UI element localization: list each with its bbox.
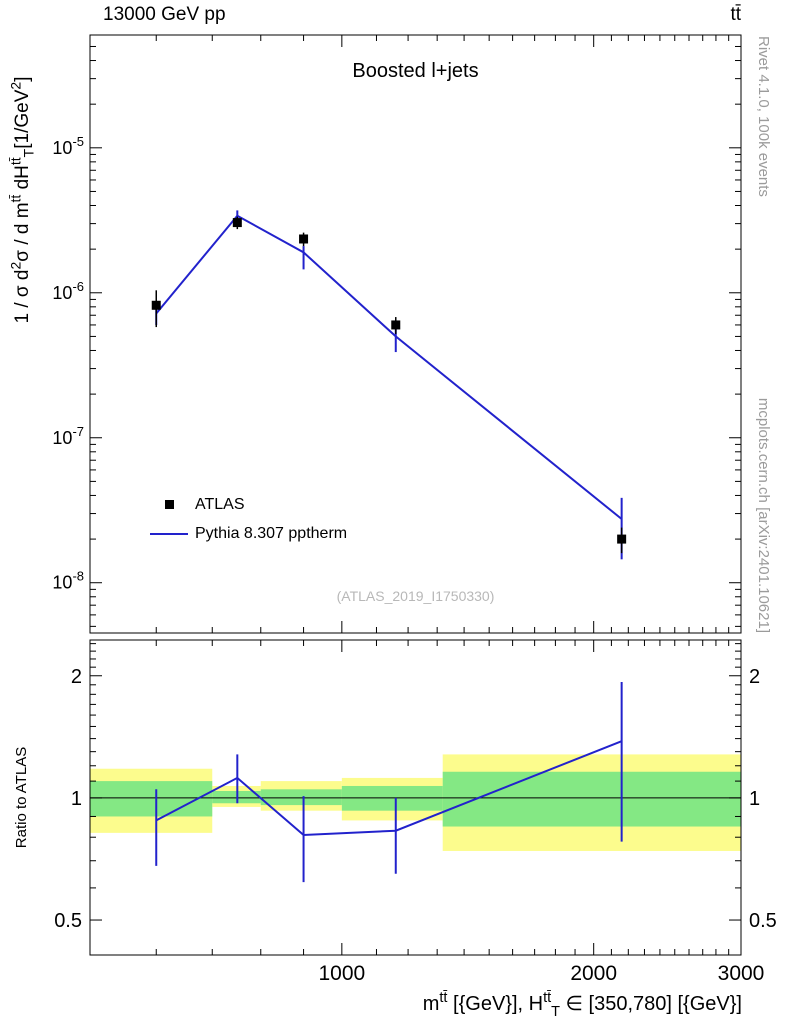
tick-label: 2 — [749, 666, 760, 688]
legend-label-pythia: Pythia 8.307 pptherm — [195, 524, 348, 542]
tick-label: 0.5 — [54, 910, 82, 932]
ratio-uncertainty-bands — [90, 754, 741, 851]
tick-label: 10-5 — [52, 134, 84, 158]
tick-label: 1 — [71, 788, 82, 810]
data-point — [232, 218, 242, 228]
tick-label: 0.5 — [749, 910, 777, 932]
data-point — [299, 234, 309, 244]
model-line — [155, 214, 623, 520]
green-band — [260, 789, 342, 806]
main-y-tick-labels: 10-5 10-6 10-7 10-8 — [52, 134, 84, 593]
analysis-watermark: (ATLAS_2019_I1750330) — [336, 588, 495, 604]
tick-label: 1 — [749, 788, 760, 810]
legend-label-atlas: ATLAS — [195, 495, 245, 513]
plot-title: Boosted l+jets — [352, 60, 479, 82]
ratio-y-tick-labels: 2 2 1 1 0.5 0.5 — [54, 666, 777, 932]
filled-square-icon — [164, 500, 174, 509]
beam-energy-label: 13000 GeV pp — [103, 4, 226, 25]
legend: ATLAS Pythia 8.307 pptherm — [148, 490, 347, 548]
tick-label: 1000 — [318, 962, 365, 985]
line-marker-icon — [150, 532, 188, 535]
legend-item-atlas: ATLAS — [148, 490, 347, 519]
data-point — [151, 300, 161, 310]
process-label: tt̄ — [730, 4, 741, 25]
legend-item-pythia: Pythia 8.307 pptherm — [148, 519, 347, 548]
atlas-square-marker — [148, 500, 190, 509]
data-point — [391, 320, 401, 330]
tick-label: 2 — [71, 666, 82, 688]
main-y-axis-title: 1 / σ d2σ / d mtt̄ dHtt̄T[1/GeV2] — [7, 77, 36, 324]
ratio-series — [155, 682, 623, 883]
data-point — [617, 534, 627, 544]
mcplots-attribution-label: mcplots.cern.ch [arXiv:2401.10621] — [755, 397, 772, 633]
tick-label: 3000 — [718, 962, 765, 985]
main-series — [151, 210, 627, 560]
ratio-ylabel-container: Ratio to ATLAS — [0, 640, 44, 955]
axis-ticks — [90, 35, 742, 955]
green-band — [442, 771, 741, 827]
main-frame — [89, 34, 742, 634]
ratio-line — [155, 740, 623, 837]
x-tick-labels: 1000 2000 3000 — [318, 962, 764, 985]
tick-label: 10-7 — [52, 424, 84, 448]
rivet-version-label: Rivet 4.1.0, 100k events — [755, 36, 772, 197]
x-axis-title: mtt̄ [{GeV}], Htt̄T ∈ [350,780] [{GeV}] — [423, 990, 742, 1020]
tick-label: 2000 — [570, 962, 617, 985]
ratio-y-axis-label: Ratio to ATLAS — [13, 746, 31, 849]
tick-label: 10-6 — [52, 279, 84, 303]
tick-label: 10-8 — [52, 569, 84, 593]
pythia-line-marker — [148, 532, 190, 535]
green-band — [90, 781, 213, 817]
